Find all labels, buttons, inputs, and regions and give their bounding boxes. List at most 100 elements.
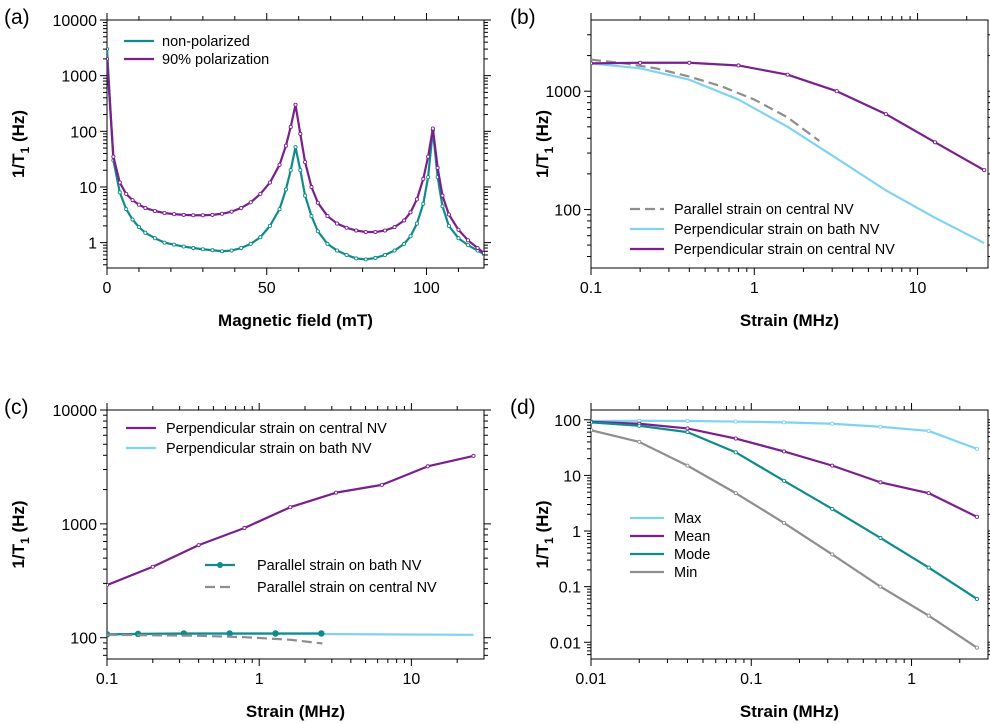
data-point [382, 228, 388, 233]
x-tick-label: 0.1 [96, 671, 118, 688]
data-point [150, 564, 155, 569]
data-point [272, 630, 279, 637]
series-line-0 [591, 58, 820, 142]
data-point [130, 198, 135, 203]
data-point [293, 102, 298, 107]
data-point [379, 482, 384, 487]
data-point [229, 209, 234, 214]
y-tick-label: 100 [554, 202, 581, 219]
data-point [248, 241, 253, 246]
x-tick-label: 0.1 [580, 280, 602, 297]
data-point [425, 464, 430, 469]
data-point [124, 207, 129, 212]
data-point [402, 241, 407, 246]
series-line-1 [591, 420, 978, 518]
data-point [414, 221, 419, 226]
data-point [283, 187, 288, 192]
data-point [430, 126, 435, 131]
y-tick-label: 10 [79, 180, 97, 197]
legend-entry: Mode [674, 547, 710, 563]
data-point [685, 463, 690, 468]
data-point [267, 223, 272, 228]
data-point [687, 60, 692, 65]
y-axis-title: 1/T1 (Hz) [533, 500, 556, 568]
data-point [248, 200, 253, 205]
y-tick-label: 1000 [61, 69, 97, 86]
data-point [926, 428, 931, 434]
data-point [733, 450, 738, 455]
data-point [421, 201, 426, 206]
series-line-3 [107, 633, 323, 645]
data-point [143, 230, 148, 235]
data-point [354, 256, 359, 261]
legend-entry: Parallel strain on bath NV [257, 558, 422, 574]
data-point [591, 428, 594, 433]
data-point [117, 180, 122, 185]
data-point [402, 218, 407, 223]
panel-label: (c) [4, 396, 29, 419]
data-point [426, 154, 431, 159]
data-point [162, 240, 167, 245]
data-point [152, 236, 157, 241]
data-point [408, 210, 413, 215]
data-point [781, 520, 787, 525]
series-line-1 [591, 62, 985, 245]
data-point [785, 72, 790, 77]
data-point [456, 236, 461, 241]
data-point [344, 252, 349, 258]
data-point [382, 252, 388, 258]
data-point [277, 162, 282, 167]
data-point [685, 430, 690, 435]
data-point [172, 212, 177, 217]
plot-frame [590, 409, 989, 660]
data-point [465, 238, 471, 243]
legend-entry: Min [674, 565, 697, 581]
data-point [830, 552, 835, 557]
data-point [354, 228, 359, 233]
legend-marker [217, 562, 223, 568]
panel-b: (b) 0.1 1 10 100 1000 Strain (MHz) 1/T1 (Hz) Par… [510, 6, 990, 330]
data-point [471, 453, 476, 458]
series-line-3 [591, 429, 978, 649]
x-tick-label: 1 [750, 280, 759, 297]
data-point [373, 229, 378, 235]
data-point [143, 205, 148, 210]
panel-d: (d) 0.01 0.1 1 0.01 0.1 1 10 100 Strain (MHz) 1/T1… [510, 396, 990, 721]
data-point [229, 248, 234, 253]
data-point [883, 112, 888, 117]
legend-entry: Perpendicular strain on bath NV [674, 222, 880, 238]
y-tick-label: 10000 [53, 403, 98, 420]
data-point [210, 212, 215, 217]
data-point [421, 176, 426, 181]
data-point [267, 180, 272, 185]
data-point [440, 193, 445, 198]
data-point [288, 124, 293, 129]
data-point [830, 506, 835, 511]
data-point [781, 449, 787, 454]
data-point [226, 630, 233, 637]
data-point [219, 249, 225, 254]
data-point [200, 213, 205, 218]
data-point [982, 168, 987, 173]
data-point [781, 478, 787, 483]
data-point [465, 243, 471, 248]
data-point [152, 208, 157, 214]
data-point [435, 165, 440, 170]
data-point [325, 241, 330, 246]
x-tick-label: 0.1 [740, 671, 762, 688]
data-point [242, 525, 247, 531]
data-point [239, 245, 244, 251]
data-point [117, 190, 122, 195]
data-point [258, 235, 263, 240]
data-point [475, 245, 480, 251]
data-point [638, 60, 643, 65]
data-point [830, 463, 835, 468]
data-point [200, 247, 205, 252]
x-tick-label: 0.01 [575, 671, 606, 688]
y-tick-label: 100 [70, 631, 97, 648]
data-point [191, 213, 196, 218]
y-tick-label: 1 [572, 524, 581, 541]
data-point [933, 140, 938, 145]
data-point [591, 420, 594, 425]
